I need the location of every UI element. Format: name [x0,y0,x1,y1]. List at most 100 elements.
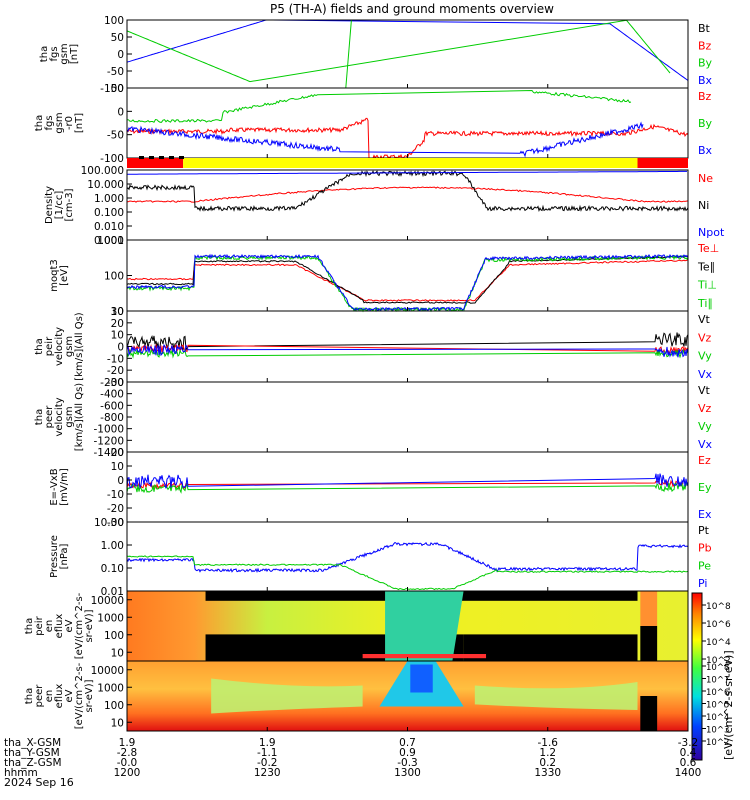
xaxis-row-label: tha_X-GSM [4,737,61,749]
legend-peer-velocity-3: Vx [698,438,713,451]
mode-bar-tick [169,156,174,159]
series-bx [126,19,689,81]
y-tick-label: -30 [107,377,124,389]
ylabel-line: [nPa] [59,543,70,569]
series-vy [126,348,689,359]
series-vt [126,332,689,352]
ylabel-efield: E=-VxB [mV/m] [49,468,70,506]
mode-bar-seg-3 [637,158,688,168]
legend-density-1: Ni [698,199,709,212]
legend-fgs-gsm-0: Bt [698,22,711,35]
panel-frame [126,451,689,523]
panel-mode-bar [127,156,688,168]
ylabel-line: fgs [49,46,60,61]
series-te-par [126,255,689,304]
ylabel-line: peir [44,336,55,356]
y-tick-label: 0 [117,475,124,487]
ylabel-fgs-gsm: tha fgs gsm [nT] [39,43,80,64]
colorbar-label: [eV/(cm^2-s-sr-eV)] [722,650,735,760]
colorbar-tick-label: 10^4 [706,638,731,648]
peir-end-strip [640,591,658,626]
panel-density: 100.000 10.000 1.000 0.100 0.010 0.001 [81,165,689,247]
ylabel-line: tha [34,338,45,354]
panel-efield: 20 10 0 -10 -20 -30 [107,447,689,529]
legend-peir-velocity-0: Vt [698,313,711,326]
panel-temperature: 1000 100 10 [97,235,689,318]
y-tick-label: 0 [117,106,124,118]
y-tick-label: 20 [111,447,124,459]
xaxis-row-value: 0.7 [399,737,416,749]
y-tick-label: 0.010 [94,221,124,233]
legend-fgs-gsm-r-1: By [698,117,713,130]
colorbar-tick-label: 10^6 [706,688,729,698]
y-tick-label: 10000 [91,595,124,607]
legend-temperature-0: Te⊥ [697,242,719,255]
legend-fgs-gsm-r-2: Bx [698,144,713,157]
xaxis-row-value: 0.6 [680,757,697,769]
y-tick-label: -1200 [93,435,124,447]
legend-efield-2: Ex [698,508,712,521]
ylabel-peer-velocity: tha peer velocity gsm [km/s](All Qs) [34,383,85,451]
legend-efield-1: Ey [698,481,712,494]
y-tick-label: 0.01 [101,586,124,598]
series-vx [126,343,689,358]
ylabel-peir-spectrogram: tha peir en eflux eV [eV/(cm^2-s-sr-eV)] [24,592,95,659]
xaxis-row-value: -0.2 [257,757,278,769]
y-tick-label: -20 [107,365,124,377]
ylabel-line: [eV/(cm^2-s- [74,662,85,729]
y-tick-label: 0 [117,342,124,354]
xaxis-row-value: 0.2 [539,757,556,769]
xaxis-row-value: 1230 [254,767,281,779]
ylabel-line: fgs [44,115,55,130]
colorbar-tick-label: 10^8 [706,602,731,612]
legend-pressure-2: Pe [698,559,711,572]
ylabel-line: sr-eV)] [84,679,95,712]
y-tick-label: -30 [107,517,124,529]
y-tick-label: 100.000 [81,165,124,177]
ylabel-line: gsm [64,336,75,357]
y-tick-label: -100 [100,153,124,165]
y-tick-label: 20 [111,318,124,330]
legend-fgs-gsm-1: Bz [698,39,712,52]
peer-green-region-2 [474,682,638,710]
legend-peer-velocity-2: Vy [698,420,712,433]
xaxis-row-label: hhmm [4,767,38,779]
y-tick-label: -10 [107,489,124,501]
ylabel-line: [eV/(cm^2-s- [74,592,85,659]
xaxis-row-value: 1.9 [119,737,136,749]
ylabel-peir-velocity: tha peir velocity gsm [km/s](All Qs) [34,312,85,380]
y-tick-label: -400 [100,389,124,401]
y-tick-label: 1.00 [101,540,124,552]
peer-core [410,664,433,693]
y-tick-label: 1.000 [94,193,124,205]
legend-peir-velocity-3: Vx [698,368,713,381]
ylabel-line: tha [34,409,45,425]
mode-bar-tick [149,156,154,159]
ylabel-line: gsm [64,406,75,427]
xaxis-row-value: -2.8 [117,747,138,759]
y-tick-label: 1000 [97,682,124,694]
y-tick-label: 100 [104,271,124,283]
ylabel-line: peer [44,405,55,429]
xaxis-row-value: -1.1 [257,747,278,759]
legend-fgs-gsm-3: Bx [698,74,713,87]
peir-end-black [640,626,658,661]
panel-fgs-gsm-r: 50 0 -50 -100 [100,83,689,165]
panel-frame [126,169,689,241]
xaxis-row-value: -1.6 [538,737,559,749]
xaxis-row-value: 1400 [675,767,702,779]
y-tick-label: 100 [104,15,124,27]
legend-pressure-0: Pt [698,524,710,537]
y-tick-label: 10 [111,461,124,473]
y-tick-label: 10.00 [94,517,124,529]
y-tick-label: 50 [111,32,124,44]
date-label: 2024 Sep 16 [4,776,74,789]
series-ey [126,481,689,494]
panel-peer-spectrogram: 10000 1000 100 10 [91,660,689,732]
ylabel-line: -r0 [64,116,75,130]
ylabel-line: [km/s](All Qs) [74,312,85,380]
mode-bar-tick [159,156,164,159]
series-ex [126,473,689,490]
y-tick-label: 10 [111,330,124,342]
